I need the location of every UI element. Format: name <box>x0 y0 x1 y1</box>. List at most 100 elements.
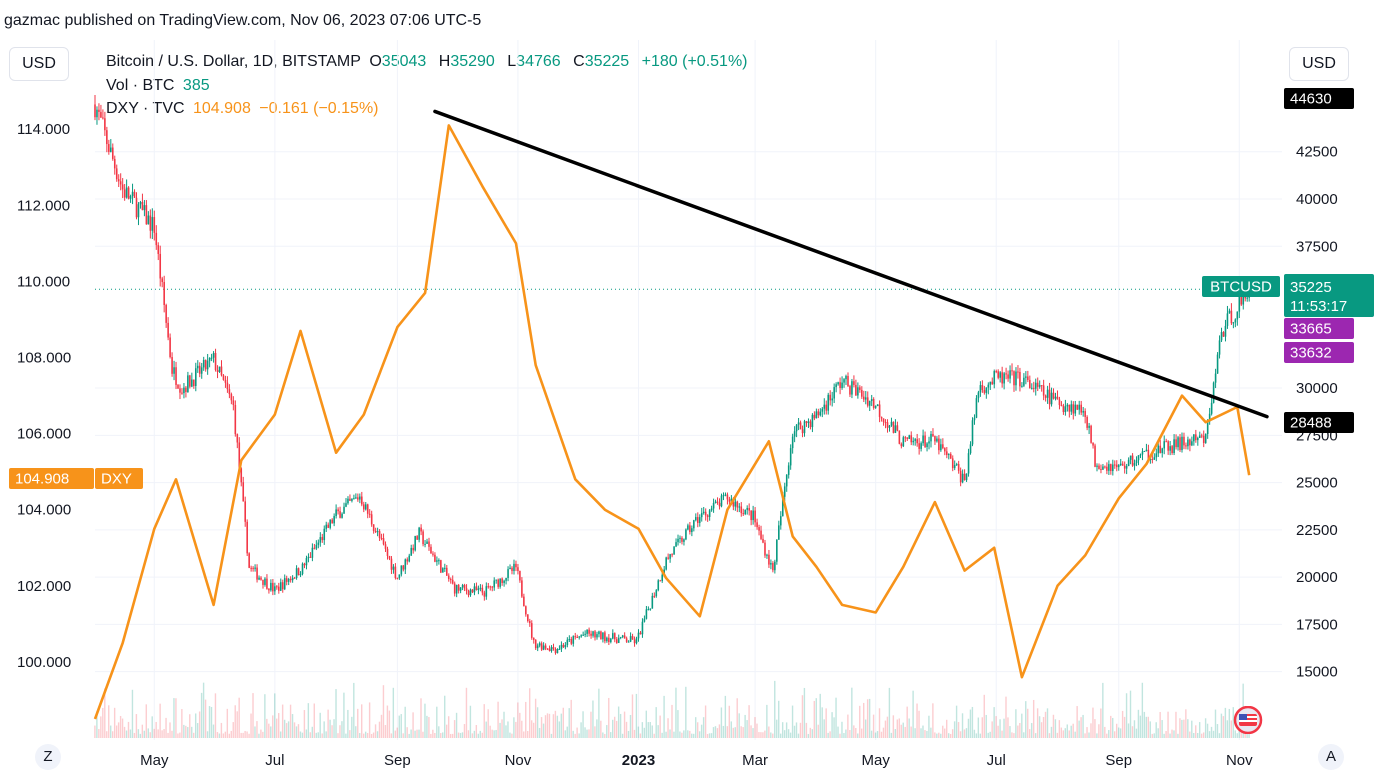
candle-body <box>779 516 782 526</box>
candle-body <box>1212 382 1215 403</box>
volume-bar <box>341 721 343 738</box>
candle-body <box>276 586 278 588</box>
volume-bar <box>681 732 683 738</box>
volume-bar <box>317 732 319 738</box>
candle-body <box>1050 392 1053 405</box>
volume-bar <box>248 733 250 738</box>
candle-body <box>1082 411 1084 413</box>
volume-bar <box>906 706 908 738</box>
candle-body <box>1149 459 1152 461</box>
volume-bar <box>1009 726 1011 738</box>
candle-body <box>746 508 748 510</box>
candle-body <box>971 420 974 445</box>
auto-scale-a-button[interactable]: A <box>1318 744 1344 770</box>
currency-left-button[interactable]: USD <box>9 47 69 81</box>
candle-body <box>123 189 126 198</box>
volume-bar <box>117 722 120 738</box>
x-axis-tick: 2023 <box>622 752 655 769</box>
volume-bar <box>110 725 112 738</box>
volume-bar <box>208 706 211 738</box>
candle-body <box>196 365 199 369</box>
volume-bar <box>578 733 580 738</box>
candle-body <box>200 367 203 374</box>
volume-bar <box>673 731 675 738</box>
volume-bar <box>1167 711 1169 738</box>
candle-body <box>451 579 454 584</box>
volume-bar <box>981 717 983 738</box>
candle-body <box>181 392 183 394</box>
volume-bar <box>724 695 727 738</box>
candle-body <box>270 582 272 591</box>
candle-body <box>1084 411 1086 417</box>
candle-body <box>1092 442 1094 446</box>
candle-body <box>872 399 875 408</box>
volume-bar <box>1076 706 1078 738</box>
volume-bar <box>463 724 466 738</box>
volume-bar <box>246 731 248 738</box>
volume-bar <box>359 733 361 738</box>
volume-bar <box>1171 729 1173 738</box>
candle-body <box>250 567 252 569</box>
volume-bar <box>224 731 227 738</box>
candle-body <box>193 379 195 387</box>
volume-bar <box>525 701 527 738</box>
volume-bar <box>653 733 655 738</box>
candle-body <box>590 633 592 636</box>
candle-body <box>698 517 701 523</box>
volume-bar <box>424 703 426 738</box>
volume-bar <box>825 708 827 738</box>
candle-body <box>768 554 770 565</box>
candle-body <box>244 501 247 522</box>
candle-body <box>1159 445 1162 453</box>
right-axis-tick: 25000 <box>1296 475 1338 492</box>
candle-body <box>189 375 191 387</box>
candle-body <box>380 538 383 540</box>
volume-bar <box>509 732 511 738</box>
candle-body <box>623 635 626 639</box>
trendline[interactable] <box>433 109 1269 419</box>
volume-bar <box>872 714 875 738</box>
candle-body <box>833 387 835 399</box>
volume-bar <box>1202 732 1205 738</box>
volume-bar <box>983 694 985 738</box>
volume-bar <box>756 723 758 738</box>
volume-bar <box>963 729 966 738</box>
candle-body <box>521 580 523 597</box>
volume-bar <box>461 732 464 738</box>
candle-body <box>505 577 507 581</box>
volume-bar <box>961 713 964 738</box>
candle-body <box>445 567 448 576</box>
volume-bar <box>370 733 373 738</box>
zoom-z-button[interactable]: Z <box>35 744 61 770</box>
volume-bar <box>942 725 944 738</box>
volume-bar <box>870 730 873 738</box>
candle-body <box>293 577 296 579</box>
currency-right-button[interactable]: USD <box>1289 47 1349 81</box>
candle-body <box>236 434 239 443</box>
volume-bar <box>139 733 142 738</box>
candle-body <box>1044 395 1047 398</box>
volume-bar <box>287 721 290 738</box>
candle-body <box>540 643 543 650</box>
candle-body <box>675 542 677 547</box>
x-axis-tick: Jul <box>987 752 1006 769</box>
candle-body <box>1060 405 1063 407</box>
volume-bar <box>953 721 956 738</box>
volume-bar <box>108 705 110 738</box>
candle-body <box>481 587 484 593</box>
candle-body <box>457 584 460 591</box>
volume-bar <box>513 717 515 738</box>
candle-body <box>760 530 762 539</box>
volume-bar <box>659 715 661 738</box>
volume-bar <box>519 712 521 738</box>
volume-bar <box>689 730 691 738</box>
candle-body <box>681 537 683 542</box>
volume-bar <box>827 732 829 738</box>
volume-bar <box>615 720 618 738</box>
us-flag-icon <box>1231 705 1265 735</box>
volume-bar <box>159 703 161 738</box>
candle-body <box>847 375 849 387</box>
volume-bar <box>623 711 626 738</box>
volume-bar <box>637 726 640 738</box>
